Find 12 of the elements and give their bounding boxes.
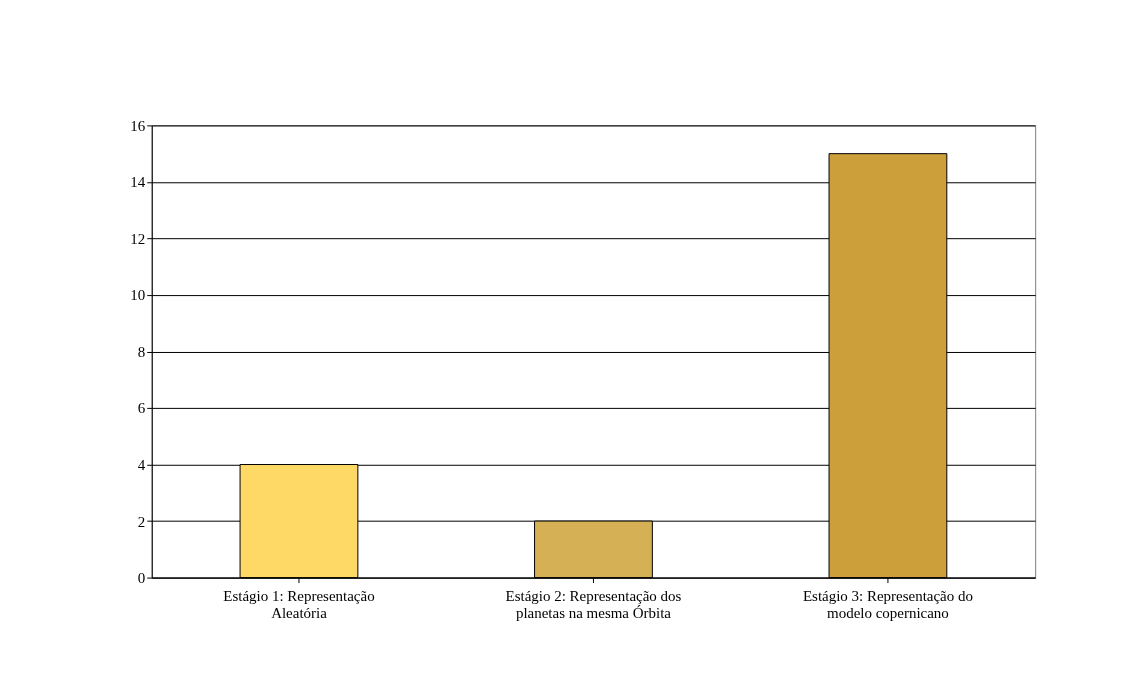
y-tick-label: 6 [137, 400, 146, 417]
y-tick-label: 10 [130, 287, 146, 304]
y-tick-label: 4 [137, 457, 146, 474]
y-tick-label: 16 [130, 117, 146, 134]
y-tick-label: 0 [137, 570, 146, 587]
x-tick-label: Estágio 1: Representação Aleatória [223, 588, 375, 622]
y-tick-label: 14 [130, 174, 146, 191]
y-tick-label: 12 [130, 230, 146, 247]
x-tick-label: Estágio 2: Representação dos planetas na mesma Órbita [505, 588, 682, 622]
y-tick-label: 8 [137, 343, 146, 360]
x-tick-label: Estágio 3: Representação do modelo copernicano [802, 588, 973, 622]
y-tick-label: 2 [137, 513, 146, 530]
